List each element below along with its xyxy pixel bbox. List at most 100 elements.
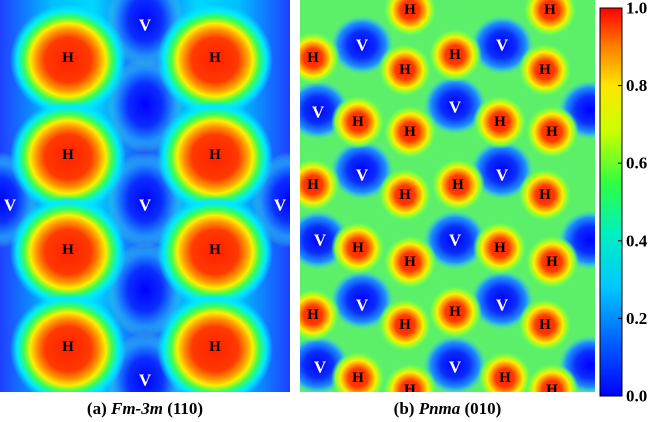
panel-b-space-group: Pnma [418, 399, 461, 418]
colorbar-tick-label: 0.8 [626, 76, 647, 95]
hydrogen-label: H [209, 339, 221, 355]
vacancy-label: V [274, 196, 287, 215]
colorbar: 1.0 0.8 0.6 0.4 0.2 0.0 [599, 0, 648, 406]
hydrogen-label: H [449, 304, 461, 320]
hydrogen-label: H [404, 124, 416, 140]
vacancy-label: V [356, 166, 369, 185]
hydrogen-label: H [452, 177, 464, 193]
hydrogen-label: H [307, 307, 319, 323]
hydrogen-label: H [62, 50, 74, 66]
hydrogen-label: H [494, 114, 506, 130]
panel-a-space-group: Fm-3m [110, 399, 163, 418]
hydrogen-site: H [383, 0, 437, 37]
hydrogen-site: H [525, 105, 579, 159]
hydrogen-site: H [378, 168, 432, 222]
hydrogen-site: H [300, 288, 340, 342]
hydrogen-site: H [473, 95, 527, 149]
hydrogen-site: H [431, 158, 485, 212]
hydrogen-site: H [428, 28, 482, 82]
hydrogen-label: H [209, 50, 221, 66]
hydrogen-label: H [307, 50, 319, 66]
hydrogen-label: H [539, 187, 551, 203]
hydrogen-label: H [539, 62, 551, 78]
colorbar-tick-label: 0.4 [626, 231, 648, 250]
hydrogen-site: H [157, 196, 273, 308]
hydrogen-label: H [546, 382, 558, 398]
hydrogen-label: H [499, 370, 511, 386]
hydrogen-site: H [10, 4, 126, 116]
hydrogen-site: H [157, 293, 273, 392]
hydrogen-label: H [307, 177, 319, 193]
panel-a-caption: (a) Fm-3m (110) [0, 398, 290, 420]
hydrogen-label: H [62, 339, 74, 355]
colorbar-tick-label: 0.0 [626, 387, 647, 406]
hydrogen-site: H [157, 4, 273, 116]
hydrogen-label: H [404, 382, 416, 398]
panel-b-prefix: (b) [393, 399, 415, 418]
colorbar-tick-label: 1.0 [626, 0, 647, 18]
hydrogen-label: H [399, 317, 411, 333]
vacancy-label: V [139, 371, 152, 390]
vacancy-label: V [312, 103, 325, 122]
hydrogen-site: H [383, 363, 437, 398]
hydrogen-site: H [157, 101, 273, 213]
vacancy-label: V [496, 36, 509, 55]
vacancy-label: V [356, 36, 369, 55]
hydrogen-label: H [544, 2, 556, 18]
hydrogen-site: H [518, 43, 572, 97]
hydrogen-label: H [546, 124, 558, 140]
hydrogen-site: H [331, 95, 385, 149]
vacancy-label: V [4, 196, 17, 215]
vacancy-label: V [496, 166, 509, 185]
hydrogen-label: H [62, 242, 74, 258]
hydrogen-site: H [518, 298, 572, 352]
hydrogen-label: H [494, 240, 506, 256]
hydrogen-site: H [10, 101, 126, 213]
hydrogen-label: H [546, 254, 558, 270]
hydrogen-label: H [352, 114, 364, 130]
hydrogen-site: H [525, 363, 579, 398]
panel-a-prefix: (a) [86, 399, 107, 418]
panel-b-caption: (b) Pnma (010) [300, 398, 595, 420]
vacancy-label: V [139, 196, 152, 215]
hydrogen-site: H [378, 298, 432, 352]
hydrogen-label: H [352, 240, 364, 256]
hydrogen-site: H [383, 105, 437, 159]
hydrogen-site: H [525, 235, 579, 289]
panel-a-map: H H H H H H H H V V V V V [0, 0, 290, 392]
hydrogen-site: H [10, 293, 126, 392]
hydrogen-label: H [404, 254, 416, 270]
hydrogen-site: H [300, 158, 340, 212]
vacancy-label: V [314, 231, 327, 250]
vacancy-label: V [449, 358, 462, 377]
hydrogen-label: H [539, 317, 551, 333]
vacancy-label: V [449, 98, 462, 117]
hydrogen-label: H [209, 147, 221, 163]
hydrogen-site: H [300, 31, 340, 85]
hydrogen-label: H [449, 47, 461, 63]
hydrogen-site: H [523, 0, 577, 37]
vacancy-label: V [449, 231, 462, 250]
vacancy-label: V [496, 296, 509, 315]
hydrogen-site: H [478, 351, 532, 392]
vacancy-label: V [139, 16, 152, 35]
panel-a-plane: (110) [167, 399, 204, 418]
hydrogen-site: H [383, 235, 437, 289]
hydrogen-site: H [378, 43, 432, 97]
hydrogen-site: H [473, 221, 527, 275]
colorbar-tick-label: 0.2 [626, 309, 647, 328]
hydrogen-site: H [331, 351, 385, 392]
vacancy-label: V [356, 296, 369, 315]
panel-b-plane: (010) [464, 399, 502, 418]
colorbar-tick-label: 0.6 [626, 154, 647, 173]
hydrogen-label: H [209, 242, 221, 258]
vacancy-label: V [314, 358, 327, 377]
hydrogen-label: H [404, 2, 416, 18]
hydrogen-site: H [518, 168, 572, 222]
hydrogen-label: H [62, 147, 74, 163]
hydrogen-label: H [399, 62, 411, 78]
hydrogen-label: H [352, 370, 364, 386]
hydrogen-site: H [428, 285, 482, 339]
hydrogen-label: H [399, 187, 411, 203]
